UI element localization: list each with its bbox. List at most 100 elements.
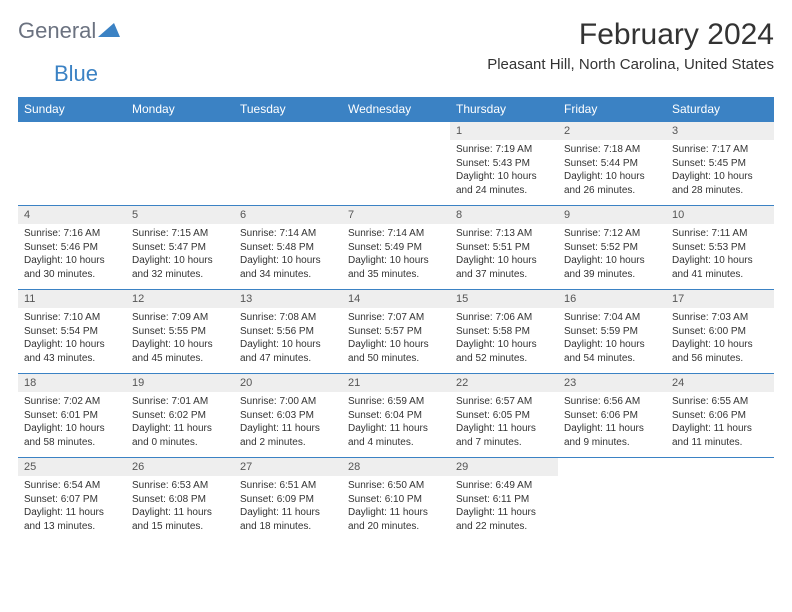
sunset-text: Sunset: 6:02 PM — [132, 409, 228, 423]
sunset-text: Sunset: 5:51 PM — [456, 241, 552, 255]
day-number: 17 — [666, 290, 774, 308]
day-number: 28 — [342, 458, 450, 476]
sunrise-text: Sunrise: 7:00 AM — [240, 395, 336, 409]
day-info: Sunrise: 7:16 AMSunset: 5:46 PMDaylight:… — [18, 224, 126, 289]
daylight-text: Daylight: 10 hours and 37 minutes. — [456, 254, 552, 281]
sunset-text: Sunset: 6:08 PM — [132, 493, 228, 507]
calendar-day-cell: 19Sunrise: 7:01 AMSunset: 6:02 PMDayligh… — [126, 374, 234, 458]
sunset-text: Sunset: 5:44 PM — [564, 157, 660, 171]
calendar-day-cell: 24Sunrise: 6:55 AMSunset: 6:06 PMDayligh… — [666, 374, 774, 458]
sunrise-text: Sunrise: 7:10 AM — [24, 311, 120, 325]
day-info: Sunrise: 7:14 AMSunset: 5:48 PMDaylight:… — [234, 224, 342, 289]
day-info: Sunrise: 6:53 AMSunset: 6:08 PMDaylight:… — [126, 476, 234, 541]
sunset-text: Sunset: 5:54 PM — [24, 325, 120, 339]
sunrise-text: Sunrise: 7:09 AM — [132, 311, 228, 325]
sunset-text: Sunset: 5:46 PM — [24, 241, 120, 255]
day-info: Sunrise: 6:56 AMSunset: 6:06 PMDaylight:… — [558, 392, 666, 457]
weekday-header: Friday — [558, 97, 666, 122]
calendar-day-cell: 23Sunrise: 6:56 AMSunset: 6:06 PMDayligh… — [558, 374, 666, 458]
sunset-text: Sunset: 5:57 PM — [348, 325, 444, 339]
calendar-day-cell: 16Sunrise: 7:04 AMSunset: 5:59 PMDayligh… — [558, 290, 666, 374]
sunrise-text: Sunrise: 6:56 AM — [564, 395, 660, 409]
calendar-day-cell: 29Sunrise: 6:49 AMSunset: 6:11 PMDayligh… — [450, 458, 558, 542]
sunset-text: Sunset: 6:06 PM — [564, 409, 660, 423]
logo-triangle-icon — [98, 21, 120, 42]
weekday-header-row: Sunday Monday Tuesday Wednesday Thursday… — [18, 97, 774, 122]
sunrise-text: Sunrise: 7:03 AM — [672, 311, 768, 325]
day-number: 20 — [234, 374, 342, 392]
sunset-text: Sunset: 6:07 PM — [24, 493, 120, 507]
calendar-day-cell: 13Sunrise: 7:08 AMSunset: 5:56 PMDayligh… — [234, 290, 342, 374]
sunset-text: Sunset: 6:06 PM — [672, 409, 768, 423]
day-info: Sunrise: 6:59 AMSunset: 6:04 PMDaylight:… — [342, 392, 450, 457]
daylight-text: Daylight: 10 hours and 58 minutes. — [24, 422, 120, 449]
sunrise-text: Sunrise: 7:11 AM — [672, 227, 768, 241]
calendar-day-cell: 4Sunrise: 7:16 AMSunset: 5:46 PMDaylight… — [18, 206, 126, 290]
daylight-text: Daylight: 10 hours and 30 minutes. — [24, 254, 120, 281]
day-number: 15 — [450, 290, 558, 308]
day-info: Sunrise: 7:14 AMSunset: 5:49 PMDaylight:… — [342, 224, 450, 289]
day-info: Sunrise: 7:03 AMSunset: 6:00 PMDaylight:… — [666, 308, 774, 373]
sunset-text: Sunset: 5:58 PM — [456, 325, 552, 339]
sunrise-text: Sunrise: 6:49 AM — [456, 479, 552, 493]
sunset-text: Sunset: 6:00 PM — [672, 325, 768, 339]
day-info: Sunrise: 7:09 AMSunset: 5:55 PMDaylight:… — [126, 308, 234, 373]
daylight-text: Daylight: 10 hours and 56 minutes. — [672, 338, 768, 365]
day-info: Sunrise: 7:15 AMSunset: 5:47 PMDaylight:… — [126, 224, 234, 289]
calendar-day-cell — [126, 122, 234, 206]
calendar-day-cell: 2Sunrise: 7:18 AMSunset: 5:44 PMDaylight… — [558, 122, 666, 206]
calendar-day-cell: 10Sunrise: 7:11 AMSunset: 5:53 PMDayligh… — [666, 206, 774, 290]
day-info: Sunrise: 6:54 AMSunset: 6:07 PMDaylight:… — [18, 476, 126, 541]
day-info: Sunrise: 6:50 AMSunset: 6:10 PMDaylight:… — [342, 476, 450, 541]
sunrise-text: Sunrise: 6:54 AM — [24, 479, 120, 493]
sunset-text: Sunset: 5:59 PM — [564, 325, 660, 339]
daylight-text: Daylight: 10 hours and 32 minutes. — [132, 254, 228, 281]
calendar-day-cell: 17Sunrise: 7:03 AMSunset: 6:00 PMDayligh… — [666, 290, 774, 374]
sunset-text: Sunset: 6:01 PM — [24, 409, 120, 423]
daylight-text: Daylight: 10 hours and 45 minutes. — [132, 338, 228, 365]
logo-text-general: General — [18, 18, 96, 44]
day-number: 12 — [126, 290, 234, 308]
sunrise-text: Sunrise: 6:55 AM — [672, 395, 768, 409]
day-number: 23 — [558, 374, 666, 392]
calendar-week-row: 18Sunrise: 7:02 AMSunset: 6:01 PMDayligh… — [18, 374, 774, 458]
calendar-day-cell — [666, 458, 774, 542]
sunrise-text: Sunrise: 6:57 AM — [456, 395, 552, 409]
daylight-text: Daylight: 10 hours and 43 minutes. — [24, 338, 120, 365]
location-label: Pleasant Hill, North Carolina, United St… — [487, 56, 774, 73]
daylight-text: Daylight: 10 hours and 34 minutes. — [240, 254, 336, 281]
day-info: Sunrise: 7:01 AMSunset: 6:02 PMDaylight:… — [126, 392, 234, 457]
daylight-text: Daylight: 11 hours and 0 minutes. — [132, 422, 228, 449]
daylight-text: Daylight: 11 hours and 7 minutes. — [456, 422, 552, 449]
sunrise-text: Sunrise: 7:04 AM — [564, 311, 660, 325]
daylight-text: Daylight: 11 hours and 13 minutes. — [24, 506, 120, 533]
day-info: Sunrise: 7:10 AMSunset: 5:54 PMDaylight:… — [18, 308, 126, 373]
calendar-day-cell: 6Sunrise: 7:14 AMSunset: 5:48 PMDaylight… — [234, 206, 342, 290]
calendar-day-cell: 27Sunrise: 6:51 AMSunset: 6:09 PMDayligh… — [234, 458, 342, 542]
sunrise-text: Sunrise: 7:18 AM — [564, 143, 660, 157]
day-number: 4 — [18, 206, 126, 224]
calendar-day-cell: 1Sunrise: 7:19 AMSunset: 5:43 PMDaylight… — [450, 122, 558, 206]
calendar-day-cell — [18, 122, 126, 206]
weekday-header: Sunday — [18, 97, 126, 122]
day-number: 22 — [450, 374, 558, 392]
day-info: Sunrise: 7:19 AMSunset: 5:43 PMDaylight:… — [450, 140, 558, 205]
daylight-text: Daylight: 10 hours and 28 minutes. — [672, 170, 768, 197]
sunset-text: Sunset: 5:43 PM — [456, 157, 552, 171]
day-info: Sunrise: 7:07 AMSunset: 5:57 PMDaylight:… — [342, 308, 450, 373]
sunrise-text: Sunrise: 6:59 AM — [348, 395, 444, 409]
daylight-text: Daylight: 10 hours and 50 minutes. — [348, 338, 444, 365]
calendar-day-cell: 5Sunrise: 7:15 AMSunset: 5:47 PMDaylight… — [126, 206, 234, 290]
day-number: 1 — [450, 122, 558, 140]
sunset-text: Sunset: 5:55 PM — [132, 325, 228, 339]
day-info: Sunrise: 7:11 AMSunset: 5:53 PMDaylight:… — [666, 224, 774, 289]
sunset-text: Sunset: 5:49 PM — [348, 241, 444, 255]
sunrise-text: Sunrise: 7:14 AM — [240, 227, 336, 241]
day-number: 19 — [126, 374, 234, 392]
day-info: Sunrise: 6:51 AMSunset: 6:09 PMDaylight:… — [234, 476, 342, 541]
calendar-day-cell: 25Sunrise: 6:54 AMSunset: 6:07 PMDayligh… — [18, 458, 126, 542]
day-info: Sunrise: 7:17 AMSunset: 5:45 PMDaylight:… — [666, 140, 774, 205]
sunset-text: Sunset: 6:09 PM — [240, 493, 336, 507]
sunset-text: Sunset: 5:52 PM — [564, 241, 660, 255]
sunset-text: Sunset: 5:56 PM — [240, 325, 336, 339]
